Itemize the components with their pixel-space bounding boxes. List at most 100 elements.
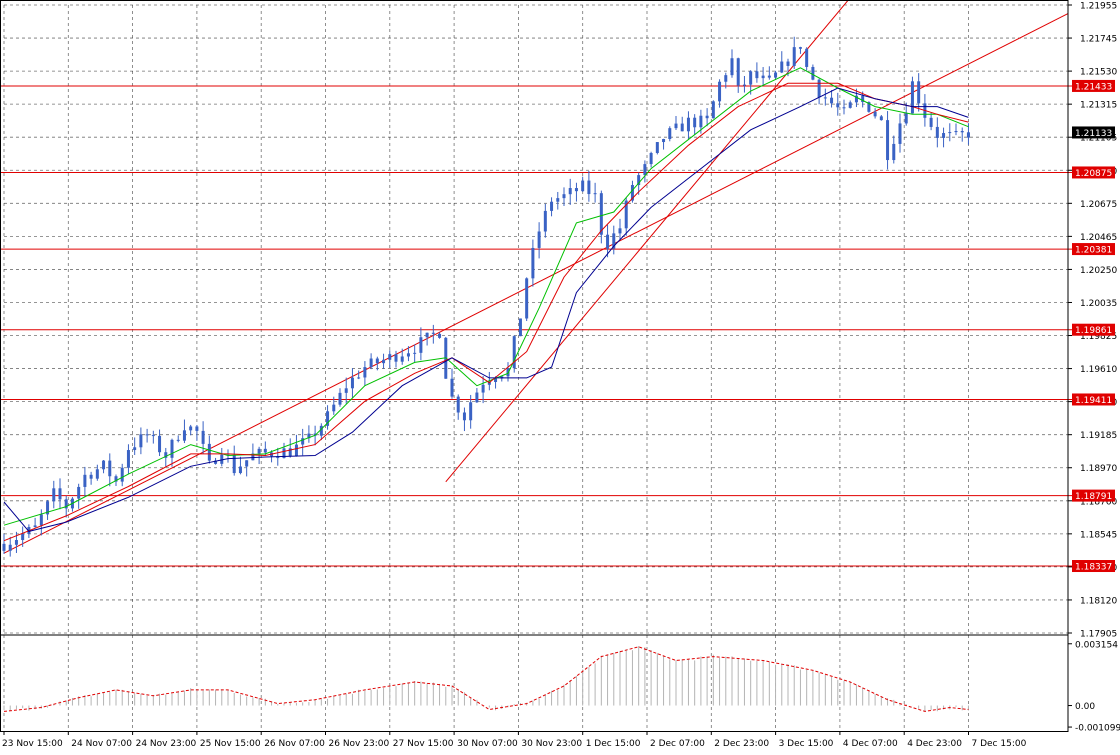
- level-price-box: [1072, 489, 1115, 502]
- level-price-box: [1072, 560, 1115, 573]
- candle-body: [214, 460, 218, 464]
- candle-body: [58, 488, 62, 500]
- moving-average-line: [3, 82, 969, 542]
- candle-body: [730, 58, 734, 76]
- level-price-label: 1.18791: [1075, 492, 1112, 502]
- y-tick-label: 1.19825: [1080, 332, 1117, 342]
- candle-body: [326, 411, 330, 426]
- osc-y-tick-label: 0.00: [1075, 702, 1095, 712]
- trend-line: [3, 13, 1069, 554]
- candle-body: [693, 117, 697, 128]
- candle-body: [21, 533, 25, 541]
- candle-body: [462, 412, 466, 421]
- level-price-label: 1.21433: [1075, 82, 1112, 92]
- x-tick-label: 7 Dec 15:00: [972, 739, 1027, 749]
- x-tick-label: 4 Dec 23:00: [907, 739, 962, 749]
- candle-body: [406, 353, 410, 357]
- level-price-label: 1.19411: [1075, 396, 1112, 406]
- x-tick-label: 26 Nov 23:00: [329, 739, 390, 749]
- candle-body: [207, 443, 211, 461]
- candle-body: [419, 337, 423, 353]
- candle-body: [245, 460, 249, 467]
- y-tick-label: 1.21955: [1080, 2, 1117, 12]
- candle-body: [425, 332, 429, 338]
- chart-frame: [0, 0, 1069, 732]
- current-price-label: 1.21133: [1075, 129, 1112, 139]
- candle-body: [83, 474, 87, 487]
- candle-body: [102, 460, 106, 470]
- candle-body: [64, 499, 68, 509]
- price-axis: 1.21955 1.21745 1.21530 1.21315 1.21105 1.208…: [1068, 2, 1117, 640]
- candle-body: [867, 102, 871, 112]
- candle-body: [357, 377, 361, 379]
- candle-body: [332, 404, 336, 412]
- x-tick-label: 27 Nov 15:00: [393, 739, 454, 749]
- candle-body: [655, 142, 659, 153]
- candle-body: [176, 439, 180, 441]
- candle-body: [363, 367, 367, 378]
- candle-body: [556, 198, 560, 202]
- candle-body: [935, 126, 939, 138]
- level-price-label: 1.20381: [1075, 246, 1112, 256]
- candle-body: [537, 231, 541, 248]
- x-tick-label: 30 Nov 23:00: [521, 739, 582, 749]
- candle-body: [220, 454, 224, 464]
- candle-body: [238, 466, 242, 474]
- candle-body: [469, 402, 473, 421]
- level-price-box: [1072, 393, 1115, 406]
- candle-body: [139, 434, 143, 448]
- candle-body: [742, 84, 746, 86]
- candle-body: [724, 75, 728, 82]
- candle-body: [643, 164, 647, 176]
- candle-body: [438, 333, 442, 338]
- x-tick-label: 30 Nov 07:00: [457, 739, 518, 749]
- candle-body: [232, 455, 236, 474]
- candle-body: [512, 336, 516, 369]
- candle-body: [431, 332, 435, 334]
- candle-body: [375, 358, 379, 364]
- level-price-label: 1.19861: [1075, 326, 1112, 336]
- candle-body: [898, 123, 902, 144]
- osc-y-tick-label: -0.001099: [1075, 724, 1120, 734]
- moving-averages: [3, 67, 969, 542]
- x-tick-label: 23 Nov 15:00: [2, 739, 63, 749]
- candle-body: [525, 278, 529, 319]
- level-price-box: [1072, 323, 1115, 336]
- level-price-box: [1072, 243, 1115, 256]
- candle-body: [792, 47, 796, 66]
- candles: [2, 36, 970, 557]
- y-tick-label: 1.21530: [1080, 68, 1117, 78]
- candle-body: [263, 448, 267, 453]
- candle-body: [114, 476, 118, 482]
- candle-body: [680, 123, 684, 132]
- candle-body: [842, 107, 846, 109]
- candle-body: [120, 467, 124, 482]
- candle-body: [929, 117, 933, 127]
- candle-body: [662, 139, 666, 143]
- candle-body: [830, 97, 834, 104]
- candle-body: [587, 180, 591, 195]
- candle-body: [886, 120, 890, 161]
- candle-body: [892, 143, 896, 161]
- candle-body: [494, 378, 498, 382]
- candle-body: [338, 392, 342, 405]
- candle-body: [46, 501, 50, 515]
- candle-body: [774, 72, 778, 78]
- candle-body: [151, 435, 155, 437]
- candle-body: [618, 228, 622, 234]
- candle-body: [413, 352, 417, 354]
- candle-body: [879, 116, 883, 121]
- candle-body: [531, 247, 535, 279]
- candle-body: [699, 115, 703, 128]
- candle-body: [910, 81, 914, 114]
- x-tick-label: 25 Nov 15:00: [200, 739, 261, 749]
- candle-body: [126, 450, 130, 468]
- candle-body: [182, 430, 186, 441]
- candle-body: [301, 438, 305, 445]
- candle-body: [823, 97, 827, 99]
- candle-body: [599, 193, 603, 235]
- x-tick-label: 24 Nov 07:00: [71, 739, 132, 749]
- candle-body: [798, 47, 802, 49]
- candle-body: [400, 356, 404, 362]
- candle-body: [718, 81, 722, 102]
